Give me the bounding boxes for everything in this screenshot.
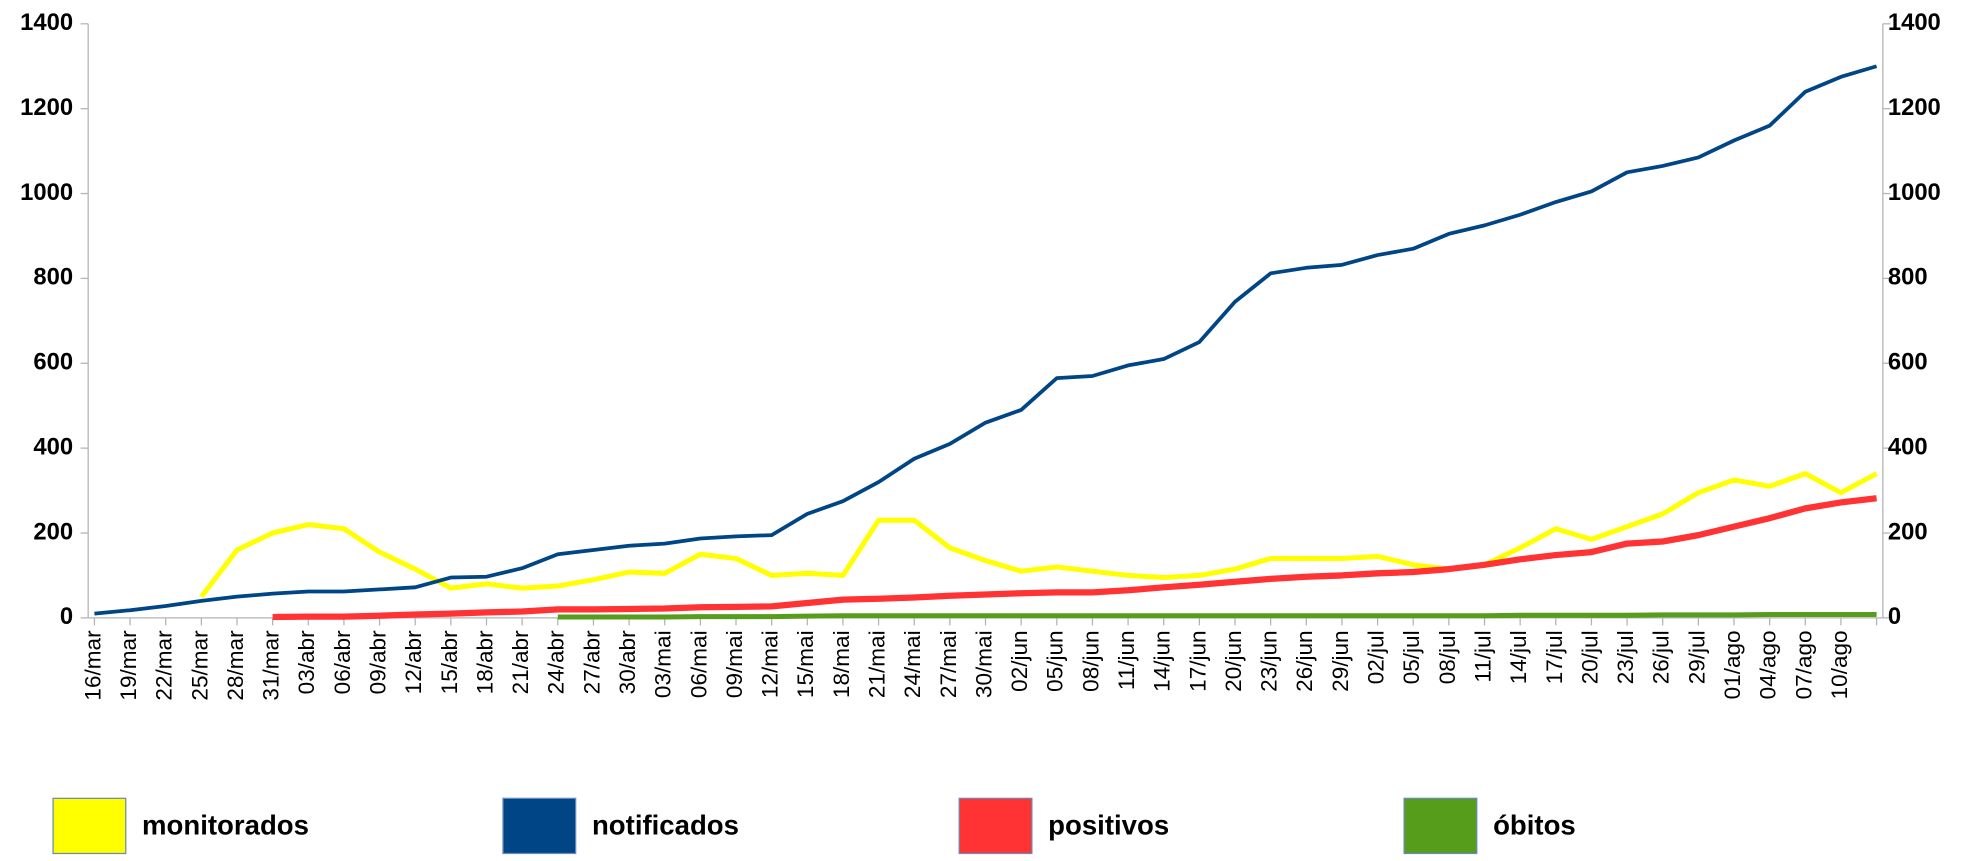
series-line <box>199 471 1878 599</box>
y2-tick-label: 400 <box>1888 433 1928 460</box>
x-tick-label: 20/jun <box>1221 630 1246 691</box>
x-tick-label: 09/mai <box>722 630 747 698</box>
x-tick-label: 14/jun <box>1150 630 1175 691</box>
x-tick-label: 30/abr <box>615 630 640 694</box>
x-tick-label: 18/mai <box>829 630 854 698</box>
y2-tick-label: 1200 <box>1888 94 1941 121</box>
legend-label: notificados <box>592 809 739 840</box>
series-line <box>272 495 1877 621</box>
x-tick-label: 21/abr <box>508 630 533 694</box>
x-tick-label: 24/abr <box>544 630 569 694</box>
series-line <box>557 611 1877 620</box>
x-tick-label: 02/jul <box>1364 630 1389 684</box>
x-tick-label: 16/mar <box>80 630 105 701</box>
x-tick-label: 04/ago <box>1756 630 1781 699</box>
y-tick-label: 200 <box>33 518 73 545</box>
x-tick-label: 15/abr <box>437 630 462 694</box>
x-tick-label: 18/abr <box>472 630 497 694</box>
y2-tick-label: 600 <box>1888 349 1928 376</box>
y2-tick-label: 200 <box>1888 518 1928 545</box>
legend-label: monitorados <box>142 809 309 840</box>
legend-label: óbitos <box>1493 809 1576 840</box>
x-tick-label: 06/abr <box>330 630 355 694</box>
x-tick-label: 08/jun <box>1078 630 1103 691</box>
x-tick-label: 08/jul <box>1435 630 1460 684</box>
x-tick-label: 27/mai <box>936 630 961 698</box>
x-tick-label: 17/jul <box>1542 630 1567 684</box>
x-tick-label: 07/ago <box>1791 630 1816 699</box>
x-tick-label: 09/abr <box>366 630 391 694</box>
x-tick-label: 01/ago <box>1720 630 1745 699</box>
y2-tick-label: 0 <box>1888 603 1901 630</box>
x-tick-label: 29/jul <box>1684 630 1709 684</box>
y-tick-label: 600 <box>33 349 73 376</box>
x-tick-label: 02/jun <box>1007 630 1032 691</box>
y2-tick-label: 1400 <box>1888 9 1941 36</box>
series-line <box>94 64 1878 616</box>
x-tick-label: 12/mai <box>758 630 783 698</box>
x-tick-label: 30/mai <box>971 630 996 698</box>
x-tick-label: 03/abr <box>294 630 319 694</box>
x-tick-label: 26/jun <box>1292 630 1317 691</box>
x-tick-label: 27/abr <box>579 630 604 694</box>
x-tick-label: 26/jul <box>1649 630 1674 684</box>
y2-tick-label: 1000 <box>1888 179 1941 206</box>
x-tick-label: 03/mai <box>651 630 676 698</box>
y-tick-label: 1400 <box>20 9 73 36</box>
legend-swatch <box>502 797 577 855</box>
x-tick-label: 20/jul <box>1577 630 1602 684</box>
x-tick-label: 17/jun <box>1185 630 1210 691</box>
x-tick-label: 10/ago <box>1827 630 1852 699</box>
x-tick-label: 12/abr <box>401 630 426 694</box>
x-tick-label: 05/jun <box>1043 630 1068 691</box>
x-tick-label: 23/jul <box>1613 630 1638 684</box>
x-tick-label: 25/mar <box>187 630 212 701</box>
x-tick-label: 11/jun <box>1114 630 1139 690</box>
legend-swatch <box>958 797 1033 855</box>
y-tick-label: 400 <box>33 433 73 460</box>
y2-tick-label: 800 <box>1888 264 1928 291</box>
x-tick-label: 29/jun <box>1328 630 1353 691</box>
legend-swatch <box>1403 797 1478 855</box>
x-tick-label: 19/mar <box>116 630 141 701</box>
x-tick-label: 23/jun <box>1257 630 1282 691</box>
x-tick-label: 14/jul <box>1506 630 1531 684</box>
x-tick-label: 31/mar <box>259 630 284 701</box>
y-tick-label: 1000 <box>20 179 73 206</box>
x-tick-label: 28/mar <box>223 630 248 701</box>
x-tick-label: 15/mai <box>793 630 818 698</box>
x-tick-label: 24/mai <box>900 630 925 698</box>
x-tick-label: 11/jul <box>1470 630 1495 682</box>
x-tick-label: 22/mar <box>152 630 177 701</box>
y-tick-label: 0 <box>60 603 73 630</box>
legend-label: positivos <box>1048 809 1169 840</box>
x-tick-label: 21/mai <box>865 630 890 698</box>
legend-swatch <box>52 797 127 855</box>
y-tick-label: 1200 <box>20 94 73 121</box>
x-tick-label: 06/mai <box>686 630 711 698</box>
x-tick-label: 05/jul <box>1399 630 1424 684</box>
y-tick-label: 800 <box>33 264 73 291</box>
